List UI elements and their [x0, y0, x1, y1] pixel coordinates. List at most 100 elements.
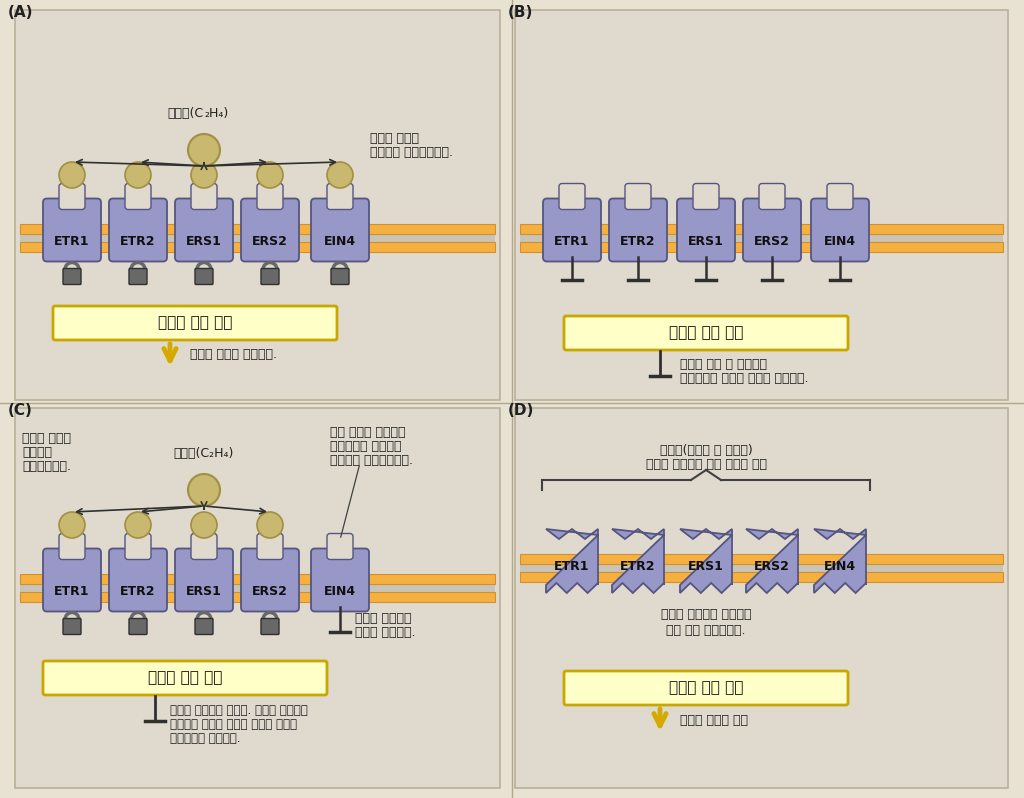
FancyBboxPatch shape — [43, 548, 101, 611]
FancyBboxPatch shape — [241, 199, 299, 262]
Text: 파괴된 수용체는 에틸렌이: 파괴된 수용체는 에틸렌이 — [660, 609, 752, 622]
Text: ERS2: ERS2 — [252, 235, 288, 248]
FancyBboxPatch shape — [59, 184, 85, 210]
Bar — [520, 234, 1002, 242]
Text: 에틸렌 반응 경로: 에틸렌 반응 경로 — [158, 315, 232, 330]
Polygon shape — [612, 529, 664, 593]
FancyBboxPatch shape — [543, 199, 601, 262]
Text: 다수의(적어도 셋 이상의): 다수의(적어도 셋 이상의) — [659, 444, 753, 456]
Text: EIN4: EIN4 — [824, 235, 856, 248]
FancyBboxPatch shape — [331, 268, 349, 285]
Text: (B): (B) — [508, 5, 534, 20]
Text: 항시적 에틸렌 반응: 항시적 에틸렌 반응 — [680, 713, 748, 726]
Bar — [520, 564, 1002, 572]
Circle shape — [188, 474, 220, 506]
Circle shape — [327, 162, 353, 188]
Bar — [20, 242, 495, 252]
Text: 에틸렌 결합은: 에틸렌 결합은 — [370, 132, 419, 144]
FancyBboxPatch shape — [195, 618, 213, 634]
FancyBboxPatch shape — [175, 548, 233, 611]
Text: EIN4: EIN4 — [324, 235, 356, 248]
Text: 결합 부위의 미스센스: 결합 부위의 미스센스 — [330, 426, 406, 440]
FancyBboxPatch shape — [125, 184, 151, 210]
FancyBboxPatch shape — [175, 199, 233, 262]
Polygon shape — [546, 529, 598, 593]
Text: ERS1: ERS1 — [688, 560, 724, 574]
Text: ERS2: ERS2 — [754, 560, 790, 574]
Text: ₂H₄): ₂H₄) — [204, 107, 228, 120]
FancyBboxPatch shape — [195, 268, 213, 285]
Circle shape — [257, 162, 283, 188]
FancyBboxPatch shape — [261, 618, 279, 634]
Circle shape — [188, 134, 220, 166]
Text: ERS1: ERS1 — [186, 235, 222, 248]
Bar — [20, 234, 495, 242]
Circle shape — [59, 512, 85, 538]
Bar — [20, 574, 495, 584]
FancyBboxPatch shape — [564, 316, 848, 350]
Text: ETR2: ETR2 — [120, 585, 156, 598]
Text: (D): (D) — [508, 403, 535, 418]
FancyBboxPatch shape — [191, 184, 217, 210]
Bar — [15, 408, 500, 788]
FancyBboxPatch shape — [63, 618, 81, 634]
FancyBboxPatch shape — [191, 534, 217, 559]
Text: 소포체: 소포체 — [454, 234, 475, 247]
Text: (C): (C) — [8, 403, 33, 418]
Bar — [20, 584, 495, 592]
FancyBboxPatch shape — [257, 184, 283, 210]
FancyBboxPatch shape — [564, 671, 848, 705]
Bar — [520, 572, 1002, 582]
FancyBboxPatch shape — [63, 268, 81, 285]
Bar — [515, 10, 1008, 400]
Bar — [20, 224, 495, 234]
Text: EIN4: EIN4 — [824, 560, 856, 574]
FancyBboxPatch shape — [129, 618, 147, 634]
Text: 에틸렌에 무감각해진다.: 에틸렌에 무감각해진다. — [330, 455, 413, 468]
Text: 에틸렌 반응이 일어난다.: 에틸렌 반응이 일어난다. — [190, 349, 278, 361]
Text: ETR1: ETR1 — [54, 235, 90, 248]
FancyBboxPatch shape — [59, 534, 85, 559]
FancyBboxPatch shape — [743, 199, 801, 262]
Text: ETR2: ETR2 — [621, 560, 655, 574]
Text: 돌연변이로 수용체는: 돌연변이로 수용체는 — [330, 440, 401, 453]
Circle shape — [191, 162, 217, 188]
Circle shape — [125, 162, 151, 188]
Text: 활성형이며 에틸렌 반응을 억압한다.: 활성형이며 에틸렌 반응을 억압한다. — [680, 373, 809, 385]
Bar — [520, 224, 1002, 234]
FancyBboxPatch shape — [261, 268, 279, 285]
FancyBboxPatch shape — [811, 199, 869, 262]
Text: 수용체를: 수용체를 — [22, 445, 52, 459]
Text: ETR2: ETR2 — [120, 235, 156, 248]
Text: 에틸렌 수용체의 조절 도메인 파괴: 에틸렌 수용체의 조절 도메인 파괴 — [645, 457, 767, 471]
FancyBboxPatch shape — [125, 534, 151, 559]
Text: 수용체가 하나만 있어도 에틸렌 반응을: 수용체가 하나만 있어도 에틸렌 반응을 — [170, 717, 297, 730]
Polygon shape — [680, 529, 732, 593]
Text: ETR1: ETR1 — [554, 235, 590, 248]
Text: ERS2: ERS2 — [754, 235, 790, 248]
Text: 에틸렌 반응 경로: 에틸렌 반응 경로 — [147, 670, 222, 685]
Text: 반응은 일어나지 않는다. 항시적 활성형인: 반응은 일어나지 않는다. 항시적 활성형인 — [170, 704, 308, 717]
Text: 수용체를 불활성화한다.: 수용체를 불활성화한다. — [370, 147, 453, 160]
FancyBboxPatch shape — [311, 548, 369, 611]
Bar — [15, 10, 500, 400]
Text: 에틸렌(C: 에틸렌(C — [168, 107, 204, 120]
Text: 불활성화한다.: 불활성화한다. — [22, 460, 71, 472]
FancyBboxPatch shape — [625, 184, 651, 210]
Circle shape — [125, 512, 151, 538]
Text: ETR1: ETR1 — [554, 560, 590, 574]
FancyBboxPatch shape — [693, 184, 719, 210]
FancyBboxPatch shape — [327, 184, 353, 210]
Text: 있건 없건 불활성이다.: 있건 없건 불활성이다. — [667, 623, 745, 637]
Text: (A): (A) — [8, 5, 34, 20]
FancyBboxPatch shape — [241, 548, 299, 611]
FancyBboxPatch shape — [109, 548, 167, 611]
FancyBboxPatch shape — [609, 199, 667, 262]
FancyBboxPatch shape — [109, 199, 167, 262]
Text: EIN4: EIN4 — [324, 585, 356, 598]
FancyBboxPatch shape — [129, 268, 147, 285]
FancyBboxPatch shape — [677, 199, 735, 262]
Circle shape — [59, 162, 85, 188]
Polygon shape — [746, 529, 798, 593]
Text: 에틸렌 결합은: 에틸렌 결합은 — [22, 432, 71, 444]
